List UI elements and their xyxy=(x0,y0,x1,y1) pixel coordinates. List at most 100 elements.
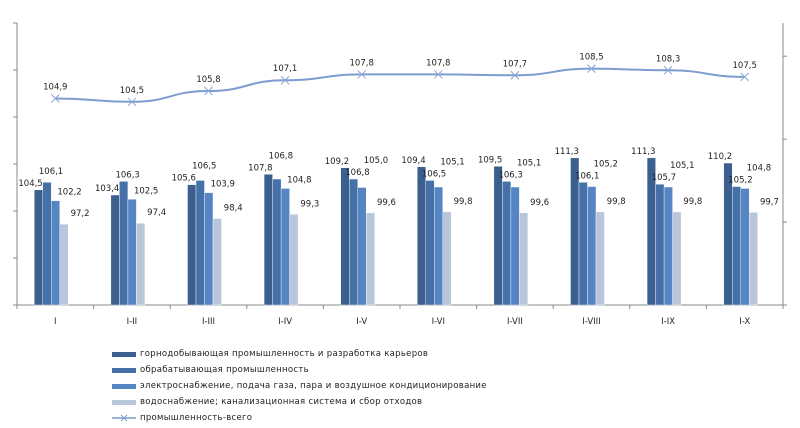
bar xyxy=(493,166,503,306)
bar xyxy=(587,186,597,306)
data-label: 97,2 xyxy=(71,209,90,219)
x-tick-label: I-VII xyxy=(507,317,523,327)
bar xyxy=(740,188,750,306)
data-label: 104,8 xyxy=(747,164,771,174)
legend-label: электроснабжение, подача газа, пара и во… xyxy=(140,381,487,391)
data-label: 105,0 xyxy=(364,156,388,166)
legend-item-water: водоснабжение; канализационная система и… xyxy=(112,394,487,410)
data-label: 106,8 xyxy=(345,168,369,178)
line-marker xyxy=(50,94,60,103)
x-tick-label: I-VIII xyxy=(582,317,600,327)
data-label: 99,7 xyxy=(760,197,779,207)
line-marker xyxy=(433,70,443,79)
data-label: 99,8 xyxy=(454,197,473,207)
x-tick-label: I-V xyxy=(356,317,367,327)
data-label: 98,4 xyxy=(224,204,243,214)
bar xyxy=(42,182,52,306)
data-label: 106,1 xyxy=(575,171,599,181)
data-label: 99,6 xyxy=(530,198,549,208)
legend-label: промышленность-всего xyxy=(140,413,253,423)
line-data-label: 107,8 xyxy=(426,58,450,68)
data-label: 107,8 xyxy=(248,163,272,173)
line-marker xyxy=(587,64,596,73)
data-label: 106,5 xyxy=(192,162,216,172)
bar xyxy=(366,212,375,306)
legend-swatch xyxy=(112,383,136,389)
legend-swatch xyxy=(112,351,136,357)
legend-swatch xyxy=(112,367,136,373)
bar xyxy=(280,188,290,306)
x-tick-label: I-II xyxy=(127,317,138,327)
line-data-label: 108,5 xyxy=(579,53,603,63)
bar xyxy=(110,194,120,306)
line-data-label: 107,5 xyxy=(733,61,757,71)
bar xyxy=(127,199,137,306)
bar xyxy=(357,187,367,306)
data-label: 106,1 xyxy=(39,167,63,177)
legend-label: водоснабжение; канализационная система и… xyxy=(140,397,423,407)
data-label: 105,6 xyxy=(172,174,196,184)
bar xyxy=(340,167,350,306)
data-label: 102,2 xyxy=(57,188,81,198)
data-label: 106,3 xyxy=(498,170,522,180)
line-data-label: 108,3 xyxy=(656,54,680,64)
data-label: 105,2 xyxy=(728,176,752,186)
data-label: 103,9 xyxy=(211,180,235,190)
chart: 104,9 104,5 105,8 107,1 107,8 107,8 107,7 108,5… xyxy=(13,22,787,327)
bar xyxy=(595,211,605,306)
bar xyxy=(187,184,197,306)
data-label: 97,4 xyxy=(147,208,166,218)
data-label: 105,1 xyxy=(670,161,694,171)
data-label: 104,5 xyxy=(18,179,42,189)
x-tick-label: I-X xyxy=(739,317,750,327)
data-label: 106,3 xyxy=(115,170,139,180)
data-label: 110,2 xyxy=(708,152,732,162)
bar xyxy=(289,214,299,306)
bar xyxy=(51,200,60,306)
x-tick-label: I xyxy=(54,317,57,327)
bar xyxy=(136,223,146,306)
bar xyxy=(212,218,222,306)
data-label: 99,8 xyxy=(683,197,702,207)
data-label: 106,5 xyxy=(422,169,446,179)
legend-label: обрабатывающая промышленность xyxy=(140,365,309,375)
x-tick-label: I-IX xyxy=(661,317,675,327)
line-data-label: 107,8 xyxy=(350,58,374,68)
line-marker xyxy=(357,70,367,79)
bar xyxy=(655,184,665,306)
data-label: 106,8 xyxy=(269,151,293,161)
line-data-label: 107,7 xyxy=(503,59,527,69)
line-marker xyxy=(280,75,290,85)
line-marker xyxy=(127,97,137,107)
legend-item-manufacturing: обрабатывающая промышленность xyxy=(112,362,487,378)
bar xyxy=(519,212,529,306)
line-data-label: 104,9 xyxy=(43,82,67,92)
data-label: 99,6 xyxy=(377,198,396,208)
bar xyxy=(204,192,214,306)
bar xyxy=(417,166,426,306)
data-label: 103,4 xyxy=(95,184,119,194)
bar xyxy=(434,186,443,306)
line-marker xyxy=(204,86,213,96)
data-label: 105,1 xyxy=(517,158,541,168)
line-marker xyxy=(510,70,520,80)
data-label: 109,2 xyxy=(325,157,349,167)
data-label: 109,4 xyxy=(401,156,425,166)
data-label: 105,7 xyxy=(652,173,676,183)
bar xyxy=(663,186,673,306)
x-tick-label: I-VI xyxy=(432,317,445,327)
legend-label: горнодобывающая промышленность и разрабо… xyxy=(140,349,429,359)
legend-item-total: промышленность-всего xyxy=(112,410,487,426)
line-data-label: 104,5 xyxy=(120,86,144,96)
bar xyxy=(119,181,129,306)
bar xyxy=(732,186,741,306)
data-label: 104,8 xyxy=(287,175,311,185)
line-marker xyxy=(663,65,673,75)
data-label: 111,3 xyxy=(555,147,579,157)
bar xyxy=(34,189,43,306)
bar xyxy=(578,182,588,306)
legend-line-swatch xyxy=(112,413,136,423)
bar xyxy=(672,211,682,306)
legend-item-electricity: электроснабжение, подача газа, пара и во… xyxy=(112,378,487,394)
legend-swatch xyxy=(112,399,136,405)
